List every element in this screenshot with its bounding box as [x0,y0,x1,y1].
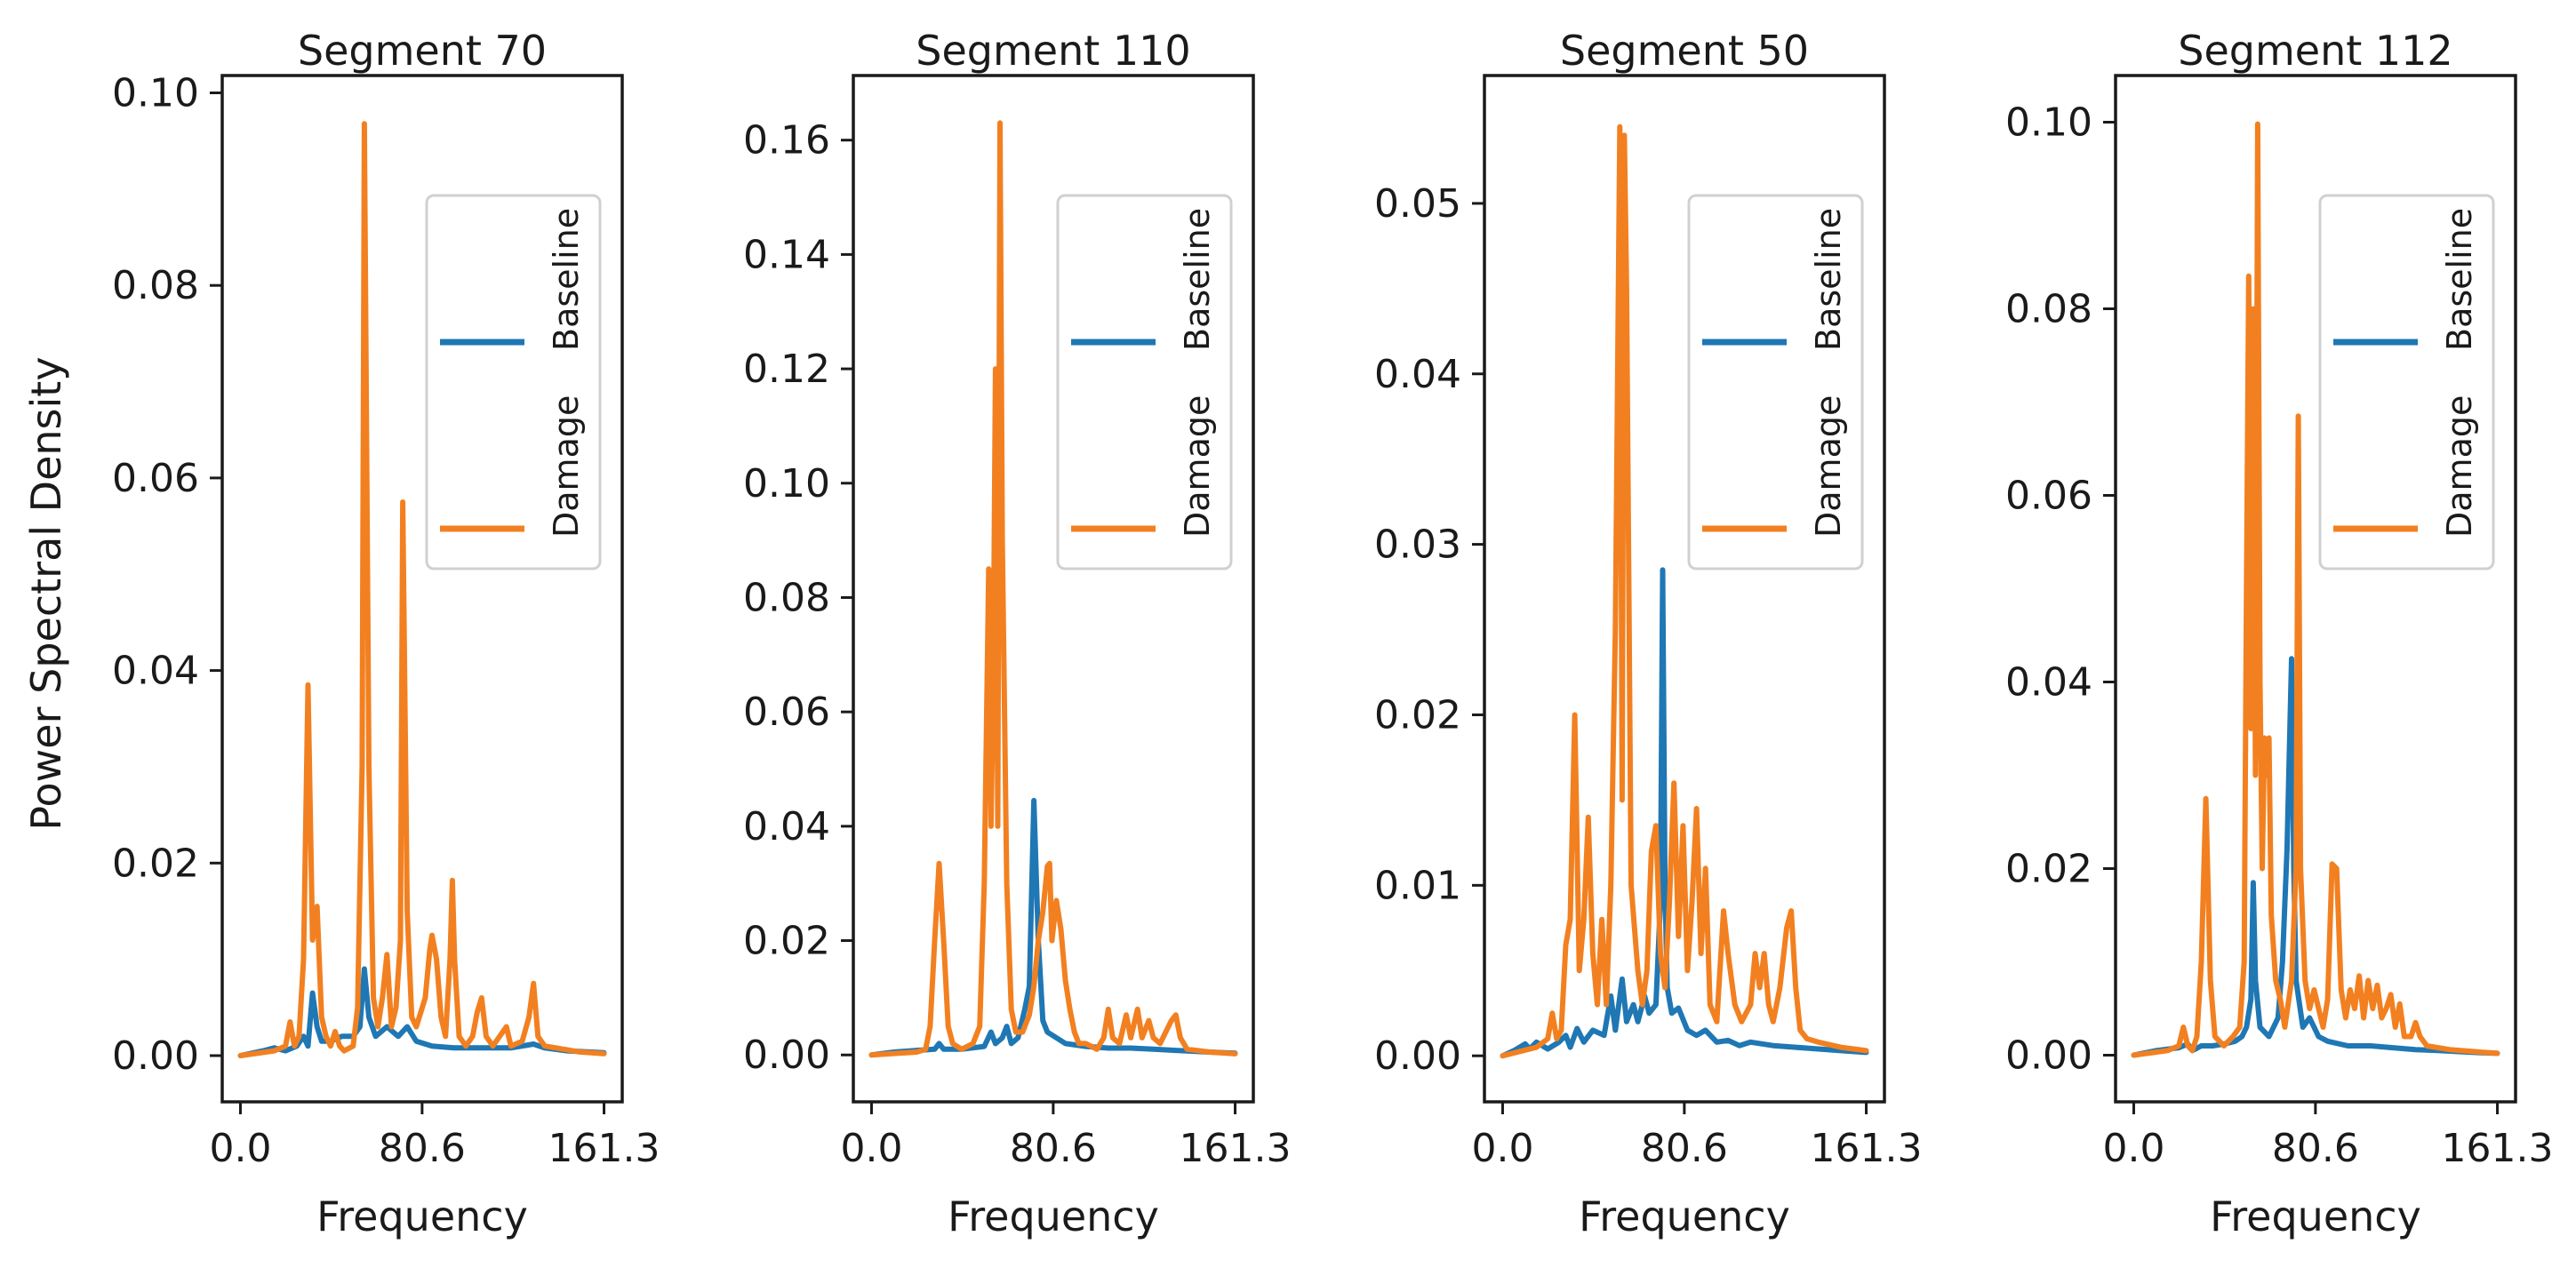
x-tick-label: 161.3 [1180,1126,1292,1171]
legend-label-damage: Damage [2440,395,2479,538]
y-tick-label: 0.08 [112,263,199,308]
y-tick-label: 0.08 [2005,287,2092,332]
x-tick-label: 0.0 [1471,1126,1533,1171]
x-tick-label: 80.6 [1010,1126,1097,1171]
legend-frame [425,194,602,570]
y-tick-label: 0.00 [1374,1033,1461,1079]
legend-frame [2318,194,2495,570]
legend-label-baseline: Baseline [1178,208,1217,351]
y-tick-label: 0.06 [112,456,199,501]
y-tick-label: 0.02 [1374,692,1461,738]
y-tick-label: 0.02 [112,841,199,886]
panel-title: Segment 50 [1560,27,1809,75]
x-tick-label: 0.0 [840,1126,902,1171]
series-line-baseline [868,797,1238,1058]
y-tick-label: 0.00 [2005,1033,2092,1079]
y-tick-label: 0.10 [743,461,830,506]
legend-label-damage: Damage [1178,395,1217,538]
y-tick-label: 0.02 [2005,847,2092,892]
y-tick-label: 0.12 [743,347,830,392]
panel-title: Segment 110 [916,27,1190,75]
y-tick-label: 0.04 [743,804,830,849]
y-tick-label: 0.04 [2005,660,2092,706]
x-tick-label: 161.3 [548,1126,660,1171]
series-line-damage [1500,124,1869,1059]
panel-title: Segment 70 [298,27,547,75]
legend-frame [1687,194,1864,570]
chart-panel-4: 0.00 0.02 0.04 0.06 0.08 0.10 0.0 80.6 161.3 Segm… [2005,27,2553,1240]
y-tick-label: 0.16 [743,118,830,163]
series-line-damage [2131,121,2500,1058]
x-tick-label: 80.6 [2272,1126,2359,1171]
legend-frame [1056,194,1233,570]
y-tick-label: 0.10 [112,71,199,116]
legend: Baseline Damage [1687,194,1864,570]
chart-panel-2: 0.00 0.02 0.04 0.06 0.08 0.10 0.12 0.14 0.16 0.0 8… [743,27,1291,1240]
series-line-baseline [237,966,607,1058]
y-tick-label: 0.06 [2005,474,2092,519]
x-axis-label: Frequency [948,1192,1159,1240]
series-line-damage [237,121,607,1058]
chart-panels: 0.00 0.02 0.04 0.06 0.08 0.10 0.0 80.6 161.3 Segm… [112,27,2553,1240]
series-line-damage [868,120,1238,1058]
legend: Baseline Damage [2318,194,2495,570]
y-tick-label: 0.00 [743,1033,830,1078]
legend-label-damage: Damage [1809,395,1848,538]
chart-panel-1: 0.00 0.02 0.04 0.06 0.08 0.10 0.0 80.6 161.3 Segm… [112,27,660,1240]
y-tick-label: 0.14 [743,232,830,277]
x-tick-label: 0.0 [209,1126,271,1171]
panel-title: Segment 112 [2178,27,2452,75]
x-axis-label: Frequency [316,1192,528,1240]
y-tick-label: 0.08 [743,575,830,620]
series-line-baseline [1500,567,1869,1059]
y-axis-label: Power Spectral Density [22,356,70,830]
x-tick-label: 161.3 [2442,1126,2554,1171]
legend: Baseline Damage [1056,194,1233,570]
y-tick-label: 0.00 [112,1033,199,1079]
x-tick-label: 80.6 [1641,1126,1728,1171]
y-tick-label: 0.01 [1374,863,1461,908]
y-tick-label: 0.03 [1374,522,1461,568]
y-tick-label: 0.04 [1374,352,1461,397]
x-tick-label: 161.3 [1811,1126,1923,1171]
y-tick-label: 0.02 [743,919,830,964]
legend: Baseline Damage [425,194,602,570]
y-tick-label: 0.06 [743,690,830,735]
legend-label-baseline: Baseline [1809,208,1848,351]
y-tick-label: 0.10 [2005,100,2092,146]
x-tick-label: 0.0 [2102,1126,2164,1171]
y-tick-label: 0.04 [112,649,199,694]
legend-label-baseline: Baseline [2440,208,2479,351]
y-tick-label: 0.05 [1374,181,1461,227]
legend-label-baseline: Baseline [547,208,586,351]
x-axis-label: Frequency [2210,1192,2421,1240]
x-axis-label: Frequency [1579,1192,1790,1240]
x-tick-label: 80.6 [379,1126,466,1171]
chart-panel-3: 0.00 0.01 0.02 0.03 0.04 0.05 0.0 80.6 161.3 Segm… [1374,27,1922,1240]
legend-label-damage: Damage [547,395,586,538]
series-line-baseline [2131,656,2500,1058]
